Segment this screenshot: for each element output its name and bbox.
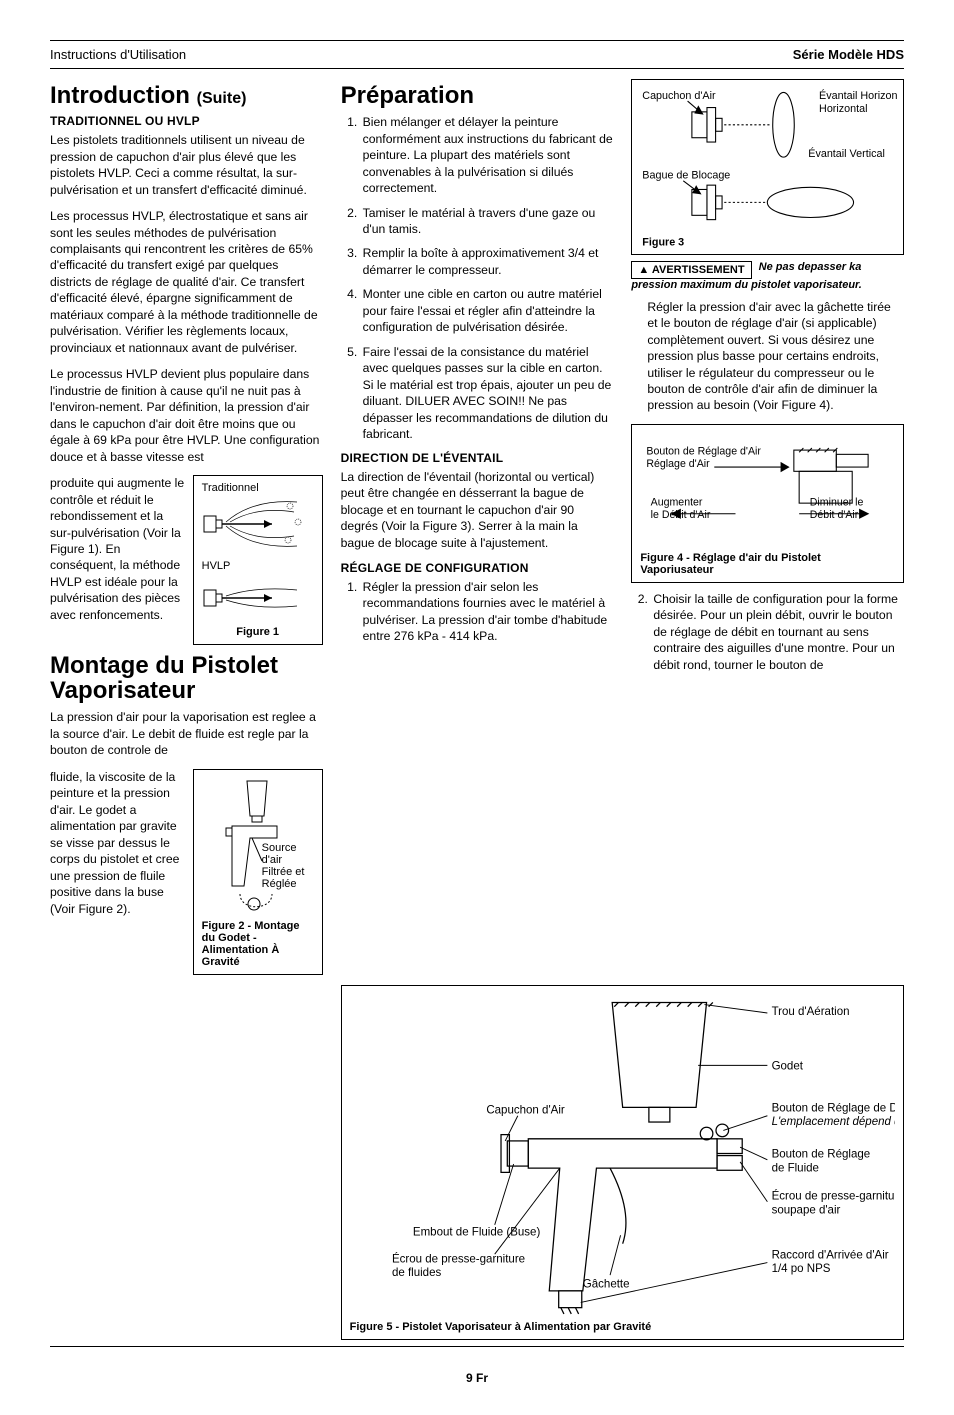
svg-text:de Fluide: de Fluide (771, 1162, 818, 1174)
heading-preparation: Préparation (341, 83, 614, 108)
subhead-direction: DIRECTION DE L'ÉVENTAIL (341, 451, 614, 465)
svg-text:Réglage d'Air: Réglage d'Air (647, 458, 711, 470)
preparation-list: Bien mélanger et délayer la peinture con… (341, 114, 614, 442)
svg-text:Débit d'Air: Débit d'Air (810, 509, 859, 521)
label-eventail-v: Évantail Vertical (809, 147, 886, 160)
svg-text:L'emplacement dépend du modèle: L'emplacement dépend du modèle) (771, 1116, 895, 1128)
subhead-traditionnel: TRADITIONNEL OU HVLP (50, 114, 323, 128)
paragraph: fluide, la viscosite de la peinture et l… (50, 769, 185, 965)
air-adjust-icon: Bouton de Réglage d'Air Réglage d'Air Au… (640, 431, 895, 548)
label-capuchon-air: Capuchon d'Air (643, 90, 717, 102)
warning-badge: ▲ AVERTISSEMENT (631, 261, 751, 279)
list-item: Régler la pression d'air selon les recom… (361, 579, 614, 645)
svg-text:Embout de Fluide (Buse): Embout de Fluide (Buse) (413, 1226, 541, 1238)
svg-text:soupape d'air: soupape d'air (771, 1204, 840, 1216)
heading-introduction: Introduction (Suite) (50, 83, 323, 108)
paragraph: Les pistolets traditionnels utilisent un… (50, 132, 323, 198)
list-item: Choisir la taille de configuration pour … (651, 591, 904, 673)
header-left: Instructions d'Utilisation (50, 47, 186, 62)
svg-text:le Débit d'Air: le Débit d'Air (651, 509, 711, 521)
label-eventail-h: Évantail Horizontal (819, 89, 897, 102)
fan-direction-icon: Capuchon d'Air Évantail Horizontal Horiz… (638, 86, 897, 248)
heading-montage: Montage du Pistolet Vaporisateur (50, 653, 323, 703)
svg-text:Godet: Godet (771, 1060, 803, 1072)
svg-text:Bouton de Réglage de Débit: Bouton de Réglage de Débit (771, 1102, 895, 1114)
reglage-list-cont: Choisir la taille de configuration pour … (631, 591, 904, 673)
svg-text:Diminuer le: Diminuer le (810, 496, 864, 508)
list-item: Bien mélanger et délayer la peinture con… (361, 114, 614, 196)
reglage-list: Régler la pression d'air selon les recom… (341, 579, 614, 645)
svg-text:Capuchon d'Air: Capuchon d'Air (486, 1105, 565, 1117)
gravity-spray-gun-diagram: Trou d'Aération Godet Bouton de Réglage … (350, 992, 895, 1317)
spray-hvlp-icon (202, 572, 312, 622)
figure-3-caption: Figure 3 (643, 237, 685, 248)
paragraph: produite qui augmente le contrôle et réd… (50, 475, 185, 635)
page-number: 9 Fr (50, 1371, 904, 1385)
figure-2: Source d'air Filtrée et Réglée Figure 2 … (193, 769, 323, 975)
svg-text:Horizontal: Horizontal (819, 103, 867, 115)
figure-3: Capuchon d'Air Évantail Horizontal Horiz… (631, 79, 904, 255)
subhead-reglage: RÉGLAGE DE CONFIGURATION (341, 561, 614, 575)
svg-text:Écrou de presse-garniture: Écrou de presse-garniture (392, 1252, 525, 1265)
paragraph: Régler la pression d'air avec la gâchett… (631, 299, 904, 414)
figure-4: Bouton de Réglage d'Air Réglage d'Air Au… (631, 424, 904, 583)
paragraph: Le processus HVLP devient plus populaire… (50, 366, 323, 465)
svg-text:1/4 po NPS: 1/4 po NPS (771, 1263, 830, 1275)
list-item: Tamiser le matérial à travers d'une gaze… (361, 205, 614, 238)
svg-text:Écrou de presse-garniture de: Écrou de presse-garniture de (771, 1190, 895, 1203)
paragraph: La direction de l'éventail (horizontal o… (341, 469, 614, 551)
svg-text:Raccord d'Arrivée d'Air: Raccord d'Arrivée d'Air (771, 1249, 888, 1261)
svg-text:Trou d'Aération: Trou d'Aération (771, 1006, 849, 1018)
paragraph: Les processus HVLP, électrostatique et s… (50, 208, 323, 356)
list-item: Faire l'essai de la consistance du matér… (361, 344, 614, 443)
figure-5-wrap: Trou d'Aération Godet Bouton de Réglage … (341, 985, 904, 1340)
svg-text:Bouton de Réglage: Bouton de Réglage (771, 1149, 870, 1161)
column-3: Capuchon d'Air Évantail Horizontal Horiz… (631, 79, 904, 975)
figure-1: Traditionnel HVLP (193, 475, 323, 645)
paragraph: La pression d'air pour la vaporisation e… (50, 709, 323, 758)
warning: ▲ AVERTISSEMENT Ne pas depasser ka press… (631, 261, 904, 291)
svg-text:Gâchette: Gâchette (582, 1279, 629, 1291)
label-bague: Bague de Blocage (643, 170, 731, 182)
svg-text:Bouton de Réglage d'Air: Bouton de Réglage d'Air (647, 445, 762, 457)
list-item: Monter une cible en carton ou autre maté… (361, 286, 614, 335)
column-1: Introduction (Suite) TRADITIONNEL OU HVL… (50, 79, 323, 975)
spray-traditional-icon (202, 494, 312, 554)
page-header: Instructions d'Utilisation Série Modèle … (50, 43, 904, 69)
svg-text:Augmenter: Augmenter (651, 496, 703, 508)
list-item: Remplir la boîte à approximativement 3/4… (361, 245, 614, 278)
header-right: Série Modèle HDS (793, 47, 904, 62)
figure-5: Trou d'Aération Godet Bouton de Réglage … (341, 985, 904, 1340)
column-2: Préparation Bien mélanger et délayer la … (341, 79, 614, 975)
svg-text:de fluides: de fluides (392, 1267, 442, 1279)
